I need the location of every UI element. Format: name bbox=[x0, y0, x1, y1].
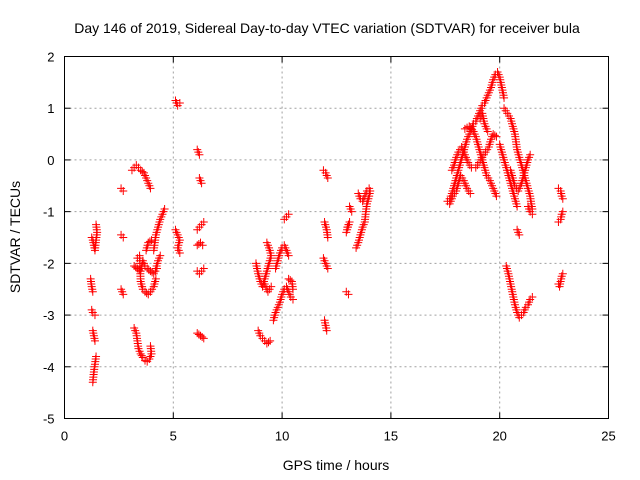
data-point bbox=[92, 220, 101, 229]
data-point bbox=[119, 233, 128, 242]
data-point bbox=[175, 99, 184, 108]
data-point bbox=[528, 210, 537, 219]
data-point bbox=[156, 251, 165, 260]
data-point bbox=[323, 264, 332, 273]
data-point bbox=[558, 194, 567, 203]
data-point bbox=[266, 336, 275, 345]
data-point bbox=[286, 276, 295, 285]
data-point bbox=[288, 295, 297, 304]
data-point bbox=[466, 189, 475, 198]
data-point bbox=[90, 311, 99, 320]
chart-title: Day 146 of 2019, Sidereal Day-to-day VTE… bbox=[74, 20, 580, 36]
data-point bbox=[526, 150, 535, 159]
data-point bbox=[365, 184, 374, 193]
x-tick-label: 10 bbox=[275, 429, 289, 444]
plot-frame bbox=[64, 56, 609, 419]
y-tick-label: -1 bbox=[43, 205, 55, 220]
x-tick-label: 20 bbox=[492, 429, 506, 444]
grid bbox=[64, 56, 609, 419]
data-point bbox=[468, 125, 477, 134]
data-point bbox=[528, 292, 537, 301]
data-point bbox=[92, 352, 101, 361]
data-point bbox=[344, 290, 353, 299]
data-point bbox=[323, 233, 332, 242]
data-point bbox=[88, 287, 97, 296]
y-tick-label: -3 bbox=[43, 308, 55, 323]
y-axis-label: SDTVAR / TECUs bbox=[7, 181, 23, 293]
data-point bbox=[119, 186, 128, 195]
data-point bbox=[90, 336, 99, 345]
data-point bbox=[148, 268, 157, 277]
data-point bbox=[146, 342, 155, 351]
data-point bbox=[145, 237, 154, 246]
data-points bbox=[86, 68, 567, 387]
data-point bbox=[490, 131, 499, 140]
data-point bbox=[492, 132, 501, 141]
data-point bbox=[483, 127, 492, 136]
x-tick-label: 25 bbox=[601, 429, 615, 444]
data-point bbox=[199, 334, 208, 343]
data-point bbox=[267, 282, 276, 291]
y-tick-label: 0 bbox=[47, 153, 54, 168]
data-point bbox=[142, 289, 151, 298]
data-point bbox=[194, 239, 203, 248]
data-point bbox=[197, 179, 206, 188]
y-tick-label: -4 bbox=[43, 360, 55, 375]
data-point bbox=[492, 192, 501, 201]
data-point bbox=[119, 290, 128, 299]
data-point bbox=[342, 228, 351, 237]
y-tick-label: 1 bbox=[47, 101, 54, 116]
x-tick-label: 15 bbox=[384, 429, 398, 444]
y-tick-label: -2 bbox=[43, 256, 55, 271]
data-point bbox=[195, 150, 204, 159]
data-point bbox=[323, 174, 332, 183]
data-point bbox=[322, 326, 331, 335]
data-point bbox=[175, 249, 184, 258]
data-point bbox=[160, 205, 169, 214]
data-point bbox=[198, 333, 207, 342]
data-point bbox=[146, 184, 155, 193]
data-point bbox=[284, 251, 293, 260]
y-tick-label: -5 bbox=[43, 412, 55, 427]
data-point bbox=[284, 210, 293, 219]
data-point bbox=[137, 351, 146, 360]
data-point bbox=[558, 269, 567, 278]
x-tick-label: 5 bbox=[170, 429, 177, 444]
axis-ticks: 0 5 10 15 20 25 -5 -4 -3 -2 -1 0 1 2 bbox=[43, 50, 616, 444]
data-point bbox=[515, 230, 524, 239]
y-tick-label: 2 bbox=[47, 50, 54, 65]
data-point bbox=[264, 338, 273, 347]
x-axis-label: GPS time / hours bbox=[283, 457, 390, 473]
data-point bbox=[199, 217, 208, 226]
data-point bbox=[151, 274, 160, 283]
data-point bbox=[558, 207, 567, 216]
data-point bbox=[288, 285, 297, 294]
data-point bbox=[262, 238, 271, 247]
data-point bbox=[198, 241, 207, 250]
x-tick-label: 0 bbox=[61, 429, 68, 444]
data-point bbox=[500, 93, 509, 102]
data-point bbox=[513, 202, 522, 211]
data-point bbox=[199, 264, 208, 273]
data-point bbox=[347, 207, 356, 216]
